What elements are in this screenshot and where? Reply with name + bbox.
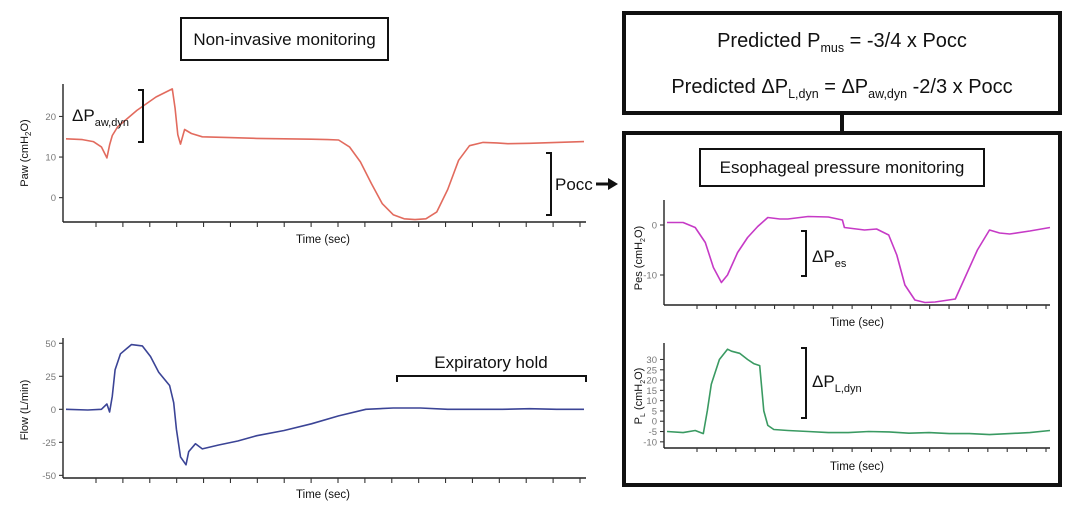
paw-ytick-label: 10 bbox=[45, 153, 56, 164]
pes-ytick-label: 0 bbox=[652, 221, 657, 232]
pes-chart: -10 0 Time (sec) Pes (cmH2O) bbox=[633, 200, 1051, 329]
pocc-label: Pocc bbox=[555, 175, 593, 194]
pl-ytick-label: 20 bbox=[646, 376, 657, 387]
pl-ytick-label: 30 bbox=[646, 355, 657, 366]
flow-ytick-label: -50 bbox=[42, 471, 56, 482]
delta-paw-bracket bbox=[138, 89, 144, 143]
pes-x-title: Time (sec) bbox=[830, 317, 884, 329]
pl-ytick-label: 10 bbox=[646, 396, 657, 407]
flow-chart: -50 -25 0 25 50 Time (sec) Flow (L/min) bbox=[19, 338, 586, 501]
delta-pes-label: ΔPes bbox=[812, 247, 847, 270]
delta-pes-bracket bbox=[801, 230, 807, 277]
flow-ytick-label: 25 bbox=[45, 372, 56, 383]
pes-y-title: Pes (cmH2O) bbox=[633, 226, 647, 290]
pl-ytick-label: -10 bbox=[643, 437, 657, 448]
pl-y-title: PL (cmH2O) bbox=[633, 368, 647, 425]
pl-ytick-label: 0 bbox=[652, 417, 657, 428]
delta-paw-label: ΔPaw,dyn bbox=[72, 106, 129, 129]
paw-ytick-label: 20 bbox=[45, 112, 56, 123]
flow-ytick-label: 0 bbox=[51, 405, 56, 416]
paw-ytick-label: 0 bbox=[51, 193, 56, 204]
pl-series-line bbox=[666, 348, 1051, 436]
paw-x-title: Time (sec) bbox=[296, 234, 350, 246]
delta-pl-label: ΔPL,dyn bbox=[812, 372, 862, 395]
flow-ytick-label: 50 bbox=[45, 339, 56, 350]
expiratory-hold-bracket bbox=[396, 375, 587, 382]
pl-ytick-label: -5 bbox=[649, 427, 657, 438]
flow-series-line bbox=[65, 343, 584, 466]
expiratory-hold-label: Expiratory hold bbox=[434, 353, 547, 372]
pocc-bracket bbox=[546, 152, 552, 216]
formula-pmus: Predicted Pmus = -3/4 x Pocc bbox=[717, 30, 967, 55]
arrow-right-icon bbox=[608, 178, 618, 190]
formula-box bbox=[622, 11, 1062, 115]
right-title-box bbox=[699, 148, 985, 187]
paw-chart: 0 10 20 Time (sec) Paw (cmH2O) bbox=[19, 84, 586, 246]
pl-ytick-label: 5 bbox=[652, 406, 657, 417]
paw-series-line bbox=[65, 88, 585, 221]
pl-ytick-label: 25 bbox=[646, 365, 657, 376]
right-title: Esophageal pressure monitoring bbox=[720, 158, 965, 177]
flow-y-title: Flow (L/min) bbox=[19, 380, 31, 441]
pl-x-title: Time (sec) bbox=[830, 461, 884, 473]
paw-y-title: Paw (cmH2O) bbox=[19, 119, 33, 186]
pes-series-line bbox=[667, 215, 1051, 304]
formula-pl-dyn: Predicted ΔPL,dyn = ΔPaw,dyn -2/3 x Pocc bbox=[671, 76, 1012, 101]
flow-x-title: Time (sec) bbox=[296, 489, 350, 501]
left-title: Non-invasive monitoring bbox=[193, 30, 375, 49]
delta-pl-bracket bbox=[801, 347, 807, 419]
left-title-box bbox=[180, 17, 389, 61]
pes-ytick-label: -10 bbox=[643, 271, 657, 282]
flow-ytick-label: -25 bbox=[42, 438, 56, 449]
pl-ytick-label: 15 bbox=[646, 386, 657, 397]
